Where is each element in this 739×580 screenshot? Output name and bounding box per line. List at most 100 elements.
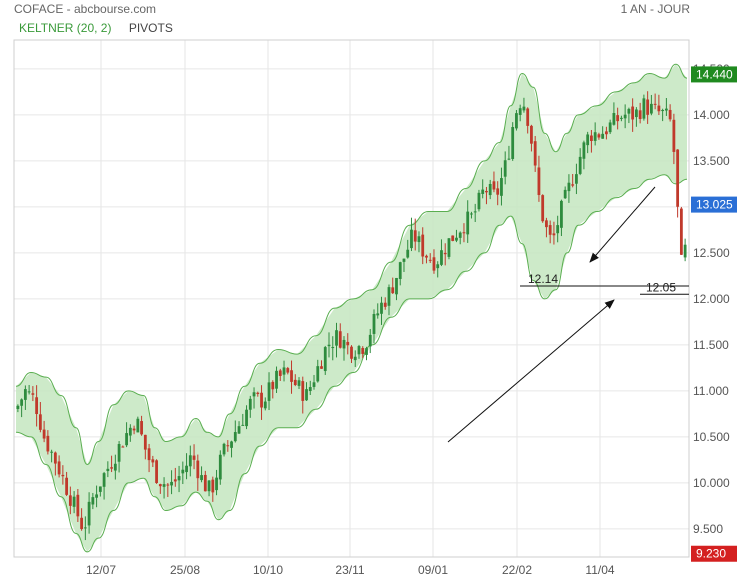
candle-body [200, 475, 203, 481]
candle-body [627, 108, 631, 114]
candle-body [46, 435, 50, 452]
y-tick-label: 11.000 [693, 384, 729, 398]
x-tick-label: 09/01 [418, 563, 448, 577]
candle-body [65, 477, 69, 495]
candle-body [477, 192, 481, 210]
candle-body [271, 381, 275, 390]
candle-body [38, 414, 42, 430]
candle-body [634, 109, 638, 118]
candle-body [226, 445, 230, 447]
candle-body [327, 344, 331, 347]
candle-body [376, 313, 380, 316]
candle-body [402, 258, 406, 262]
candle-body [398, 262, 402, 279]
candle-body [511, 127, 515, 159]
candle-body [496, 188, 500, 195]
candle-body [530, 125, 533, 144]
high-price-tag: 14.440 [691, 66, 737, 83]
candle-body [518, 108, 522, 115]
candle-body [406, 249, 410, 258]
candle-body [428, 259, 432, 261]
candle-body [507, 158, 511, 160]
candle-body [350, 346, 353, 359]
candle-body [331, 347, 335, 349]
x-tick-label: 10/10 [253, 563, 283, 577]
candle-body [586, 134, 590, 146]
candle-body [462, 232, 466, 234]
candle-body [537, 167, 541, 196]
candle-body [16, 405, 20, 409]
pivot-label-12-05: 12.05 [646, 280, 676, 294]
candle-body [447, 238, 451, 257]
candle-body [136, 418, 140, 433]
candle-body [260, 392, 263, 408]
candle-body [76, 494, 80, 517]
candle-body [181, 469, 185, 474]
candle-body [548, 225, 552, 235]
candle-body [649, 103, 653, 114]
candle-body [395, 277, 398, 295]
y-tick-label: 12.000 [693, 292, 730, 306]
legend-keltner[interactable]: KELTNER (20, 2) [19, 21, 112, 35]
candle-body [275, 370, 278, 389]
candle-body [185, 465, 188, 473]
candle-body [147, 448, 151, 461]
price-tags: 14.440 13.025 9.230 [691, 66, 737, 562]
candle-body [451, 235, 455, 241]
candle-body [575, 174, 578, 184]
candle-body [679, 208, 683, 255]
candle-body [98, 486, 102, 492]
candle-body [256, 392, 260, 394]
candle-body [533, 141, 537, 166]
candle-body [308, 387, 312, 392]
candle-body [503, 160, 507, 177]
candle-body [23, 389, 27, 400]
candle-body [661, 109, 665, 112]
candle-body [571, 184, 575, 186]
trend-arrow-up [447, 299, 615, 443]
candle-body [121, 446, 125, 448]
candle-body [106, 468, 110, 472]
candle-body [638, 110, 642, 119]
candle-body [676, 149, 680, 207]
candle-body [87, 501, 91, 526]
high-price-tag-box [691, 66, 737, 83]
candle-body [368, 334, 372, 347]
candle-body [473, 211, 477, 213]
candle-body [425, 255, 428, 258]
candle-body [188, 455, 192, 467]
candle-body [458, 232, 462, 238]
candle-body [642, 98, 646, 119]
y-tick-label: 14.000 [693, 108, 730, 122]
legend-pivots[interactable]: PIVOTS [128, 21, 173, 35]
candle-body [263, 401, 267, 409]
candle-body [293, 379, 297, 386]
candle-body [410, 229, 413, 249]
candle-body [207, 480, 211, 492]
period-label: 1 AN - JOUR [620, 2, 690, 16]
candle-body [436, 264, 440, 269]
candle-body [102, 473, 106, 487]
candle-body [597, 134, 601, 138]
candle-body [623, 114, 627, 119]
candle-body [338, 331, 342, 348]
y-tick-label: 10.500 [693, 430, 730, 444]
candle-body [500, 178, 503, 196]
candle-body [132, 428, 136, 431]
candle-body [20, 399, 24, 406]
candle-body [646, 99, 650, 115]
low-price-tag-text: 9.230 [696, 547, 726, 561]
x-tick-label: 12/07 [86, 563, 116, 577]
candle-body [417, 236, 421, 243]
candle-body [57, 461, 61, 475]
candle-body [440, 250, 443, 265]
candle-body [128, 427, 132, 436]
candle-body [282, 367, 286, 375]
plot-frame [13, 39, 690, 558]
candle-body [664, 108, 668, 111]
candle-body [466, 211, 470, 235]
instrument-title: COFACE - abcbourse.com [14, 2, 157, 16]
high-price-tag-text: 14.440 [696, 67, 733, 81]
candle-body [612, 113, 616, 125]
